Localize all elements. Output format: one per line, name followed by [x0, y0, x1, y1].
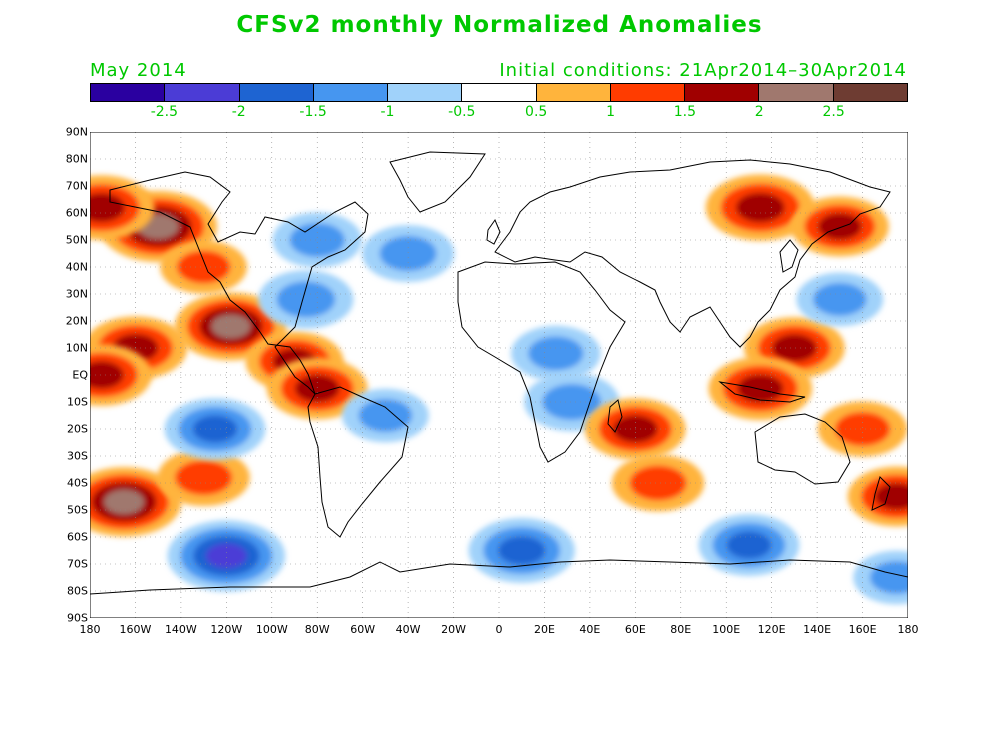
- latitude-label: 10S: [67, 395, 88, 409]
- coast-new-zealand: [871, 476, 891, 511]
- anomaly-region-26: [468, 518, 575, 583]
- anomaly-region-9: [157, 449, 250, 506]
- colorbar-segment-4: [388, 84, 463, 101]
- latitude-label: 40S: [67, 476, 88, 490]
- colorbar-label: 1.5: [673, 104, 697, 120]
- longitude-label: 160W: [119, 623, 152, 636]
- initial-conditions: Initial conditions: 21Apr2014–30Apr2014: [499, 60, 907, 81]
- latitude-label: 20N: [65, 314, 88, 328]
- colorbar-segment-6: [536, 84, 611, 101]
- anomaly-region-2: [160, 240, 248, 294]
- colorbar: [90, 83, 908, 102]
- anomaly-region-23: [817, 401, 908, 457]
- anomaly-region-20: [790, 196, 889, 257]
- anomaly-region-25: [167, 520, 286, 592]
- anomaly-region-1: [90, 175, 155, 240]
- anomaly-region-22: [708, 356, 813, 421]
- latitude-label: 30N: [65, 287, 88, 301]
- colorbar-segment-9: [759, 84, 834, 101]
- coastlines: [90, 151, 908, 595]
- longitude-label: 120W: [210, 623, 243, 636]
- coast-madagascar: [607, 399, 623, 433]
- latitude-label: 10N: [65, 341, 88, 355]
- longitude-label: 20W: [441, 623, 466, 636]
- longitude-label: 0: [495, 623, 503, 636]
- colorbar-segment-5: [462, 84, 537, 101]
- coast-africa: [457, 261, 626, 463]
- colorbar-segment-3: [313, 84, 389, 101]
- colorbar-label: -0.5: [448, 104, 476, 120]
- latitude-label: 40N: [65, 260, 88, 274]
- coast-eurasia: [494, 159, 891, 348]
- anomaly-map: [90, 132, 908, 618]
- colorbar-label: -1.5: [299, 104, 327, 120]
- latitude-label: 60S: [67, 530, 88, 544]
- anomaly-region-11: [361, 225, 455, 282]
- longitude-label: 140W: [164, 623, 197, 636]
- anomaly-region-28: [853, 550, 908, 605]
- colorbar-segment-10: [833, 84, 907, 101]
- longitude-label: 120E: [757, 623, 786, 636]
- colorbar-label: -2.5: [150, 104, 179, 120]
- longitude-label: 80E: [670, 623, 692, 636]
- colorbar-label: -1: [380, 104, 395, 120]
- colorbar-segment-7: [610, 84, 686, 101]
- anomaly-region-27: [698, 514, 800, 576]
- colorbar-segment-1: [165, 84, 240, 101]
- longitude-label: 20E: [533, 623, 555, 636]
- coast-north-america: [109, 171, 369, 395]
- anomaly-region-29: [796, 272, 884, 327]
- latitude-label: EQ: [72, 368, 88, 382]
- longitude-label: 160E: [848, 623, 877, 636]
- longitude-label: 60W: [350, 623, 376, 636]
- latitude-label: 70S: [67, 557, 88, 571]
- coast-greenland: [389, 151, 486, 213]
- latitude-label: 30S: [67, 449, 88, 463]
- longitude-label: 180: [79, 623, 101, 636]
- longitude-label: 140E: [803, 623, 832, 636]
- coast-indonesia: [718, 381, 806, 403]
- colorbar-labels: -2.5 -2 -1.5 -1 -0.5 0.5 1 1.5 2 2.5: [90, 104, 908, 122]
- longitude-label: 180: [897, 623, 919, 636]
- colorbar-label: 2: [754, 104, 764, 120]
- latitude-label: 70N: [65, 179, 88, 193]
- colorbar-label: -2: [231, 104, 246, 120]
- longitude-label: 100E: [712, 623, 741, 636]
- colorbar-segment-2: [239, 84, 314, 101]
- coast-uk: [486, 218, 501, 245]
- colorbar-label: 2.5: [822, 104, 845, 120]
- latitude-label: 50S: [67, 503, 88, 517]
- forecast-month: May 2014: [90, 60, 187, 81]
- anomaly-region-15: [511, 325, 601, 381]
- longitude-label: 100W: [255, 623, 288, 636]
- longitude-label: 40W: [395, 623, 421, 636]
- coast-south-america: [307, 386, 409, 538]
- anomaly-region-12: [258, 270, 354, 329]
- colorbar-segment-8: [685, 84, 760, 101]
- colorbar-segment-0: [91, 84, 166, 101]
- longitude-label: 40E: [579, 623, 601, 636]
- latitude-label: 90S: [67, 611, 88, 625]
- anomaly-region-19: [705, 174, 815, 241]
- grid-lines: [90, 132, 908, 618]
- latitude-label: 80N: [65, 152, 88, 166]
- anomaly-region-14: [341, 388, 429, 443]
- anomaly-region-8: [90, 467, 182, 537]
- latitude-label: 20S: [67, 422, 88, 436]
- coast-antarctica: [90, 559, 908, 595]
- longitude-label: 60E: [624, 623, 646, 636]
- colorbar-label: 1: [606, 104, 615, 120]
- map-title: CFSv2 monthly Normalized Anomalies: [236, 12, 763, 38]
- latitude-label: 60N: [65, 206, 88, 220]
- latitude-label: 90N: [65, 125, 88, 139]
- coast-australia: [754, 413, 851, 485]
- anomaly-region-18: [611, 454, 705, 512]
- latitude-label: 50N: [65, 233, 88, 247]
- longitude-label: 80W: [304, 623, 330, 636]
- coast-japan: [779, 239, 799, 273]
- anomaly-region-24: [847, 466, 908, 527]
- latitude-label: 80S: [67, 584, 88, 598]
- colorbar-label: 0.5: [525, 104, 548, 120]
